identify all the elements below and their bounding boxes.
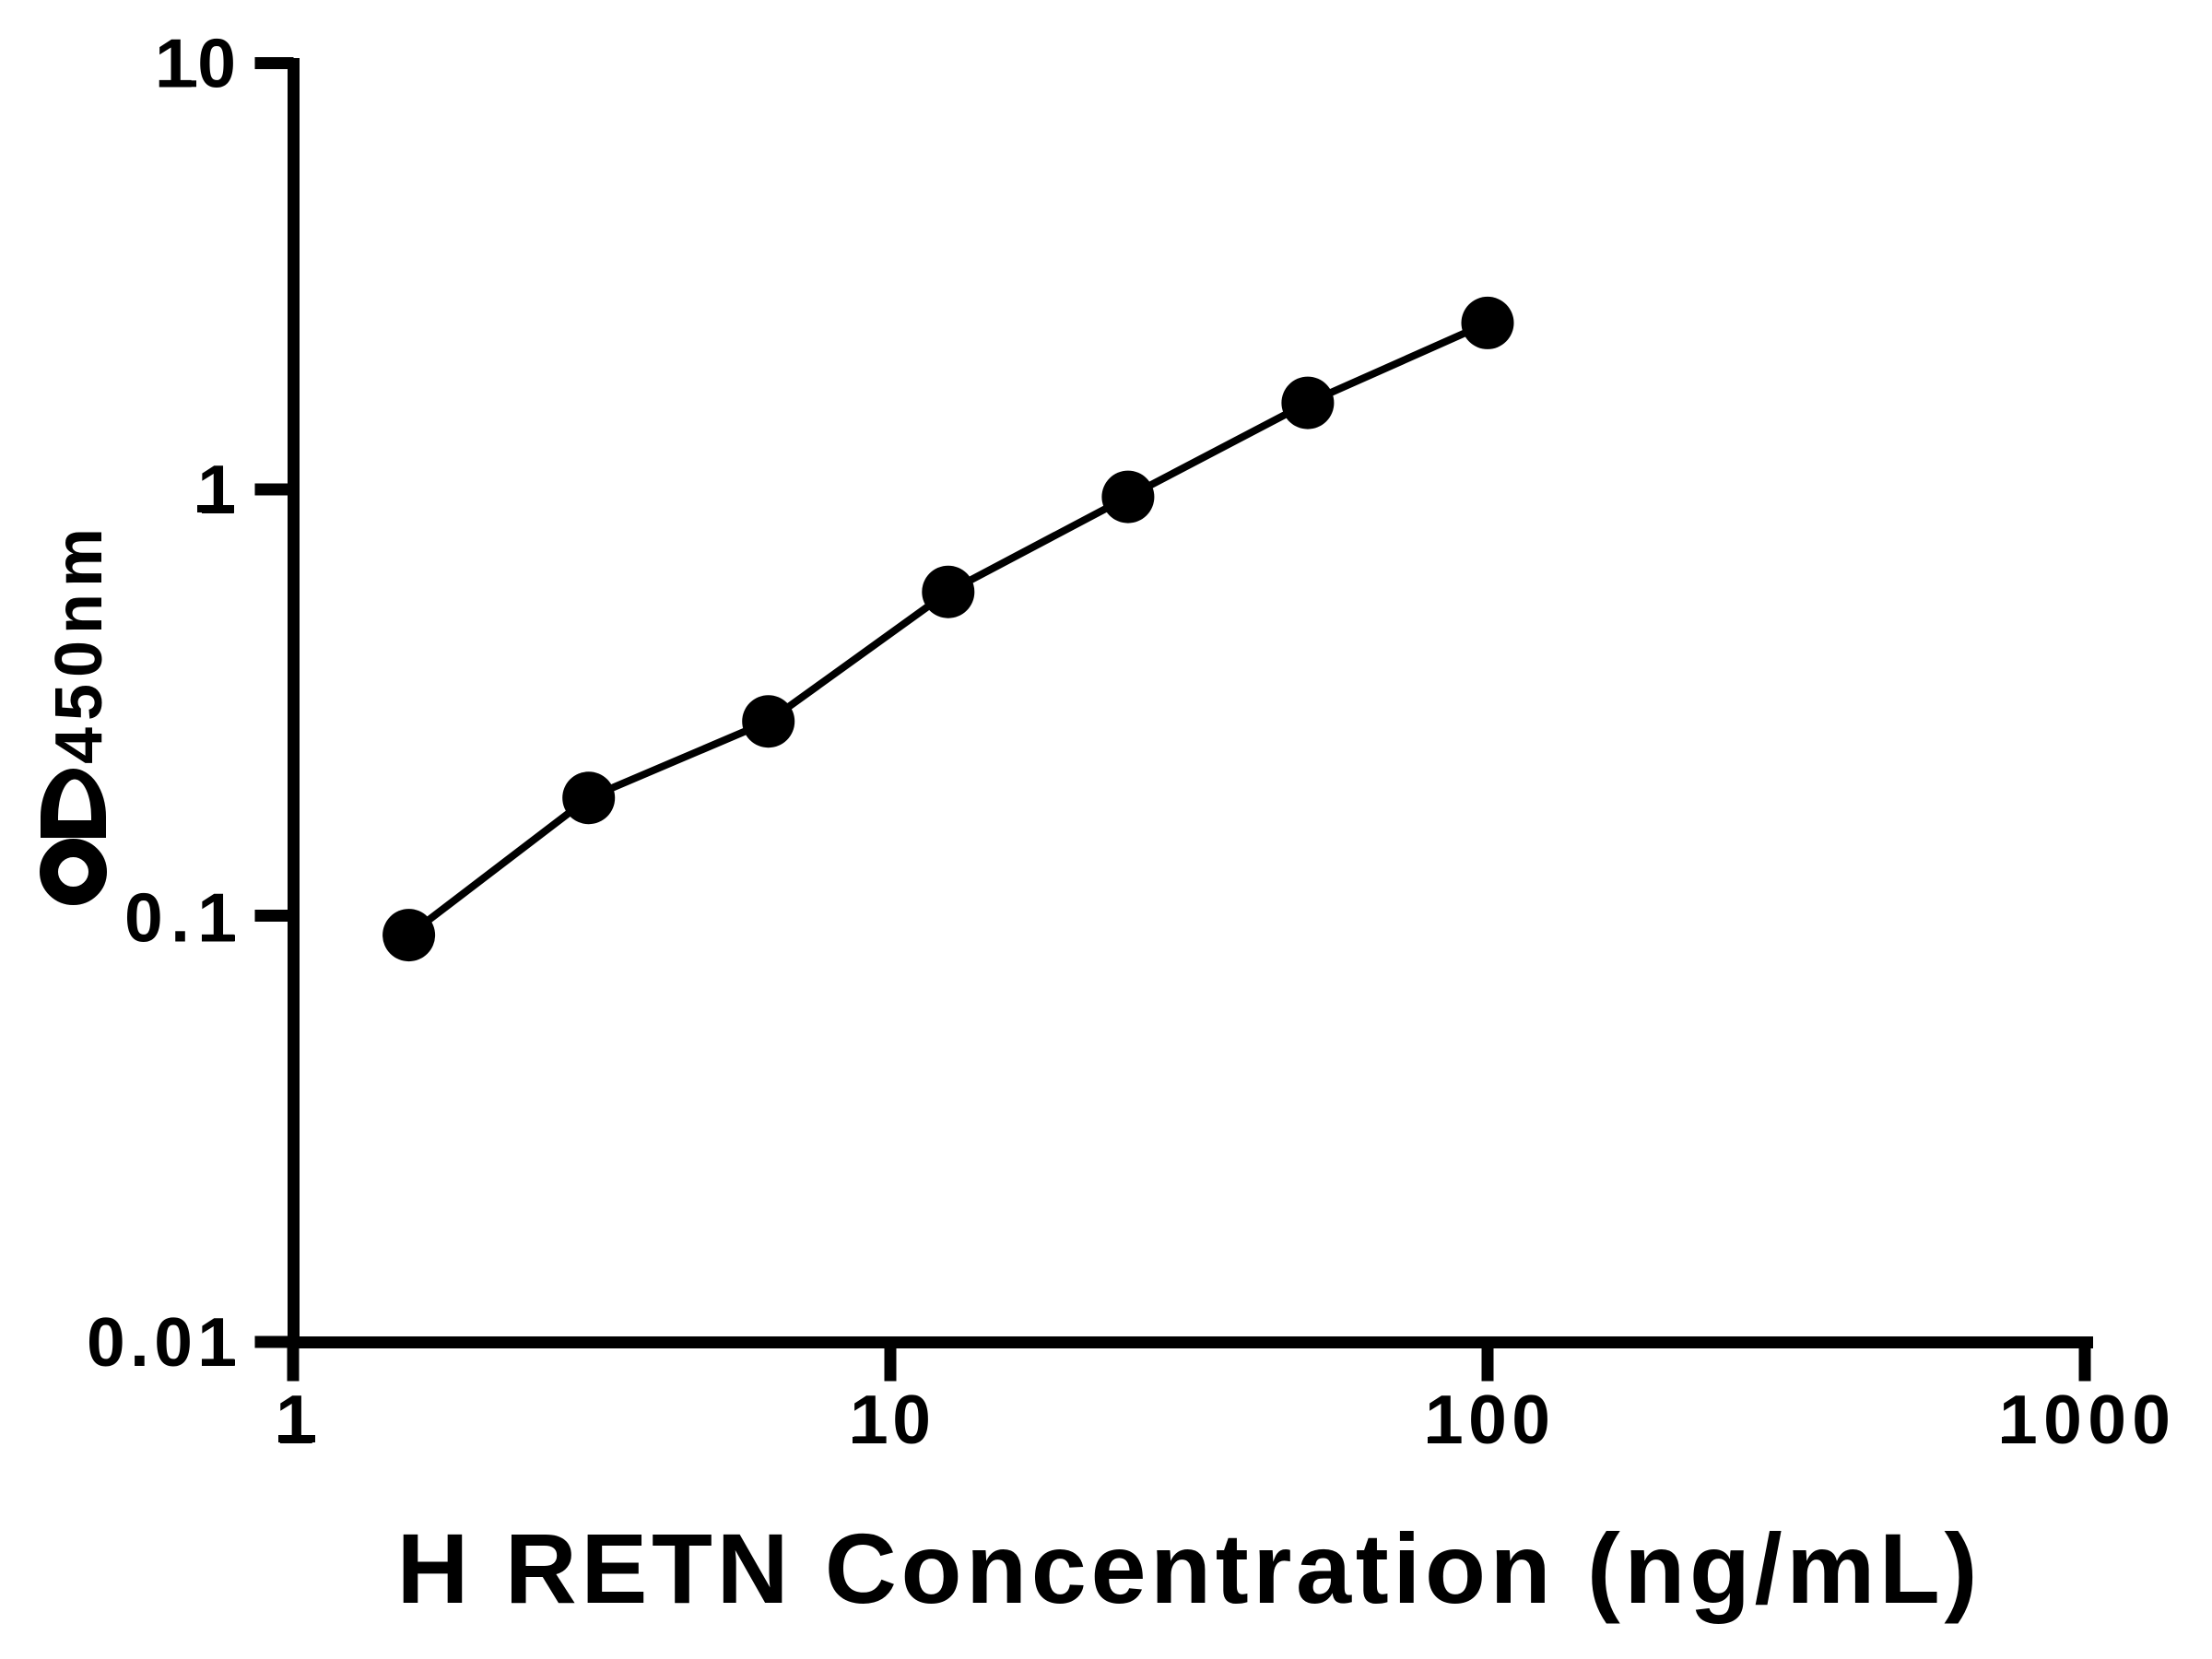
svg-text:H RETN Concentration (ng/mL): H RETN Concentration (ng/mL) <box>397 1512 1978 1624</box>
svg-text:1: 1 <box>276 1381 314 1458</box>
svg-text:0.1: 0.1 <box>124 878 236 956</box>
svg-text:0.01: 0.01 <box>87 1303 236 1381</box>
svg-text:100: 100 <box>1425 1381 1550 1458</box>
svg-text:1: 1 <box>197 451 236 528</box>
svg-text:450nm: 450nm <box>42 528 116 764</box>
